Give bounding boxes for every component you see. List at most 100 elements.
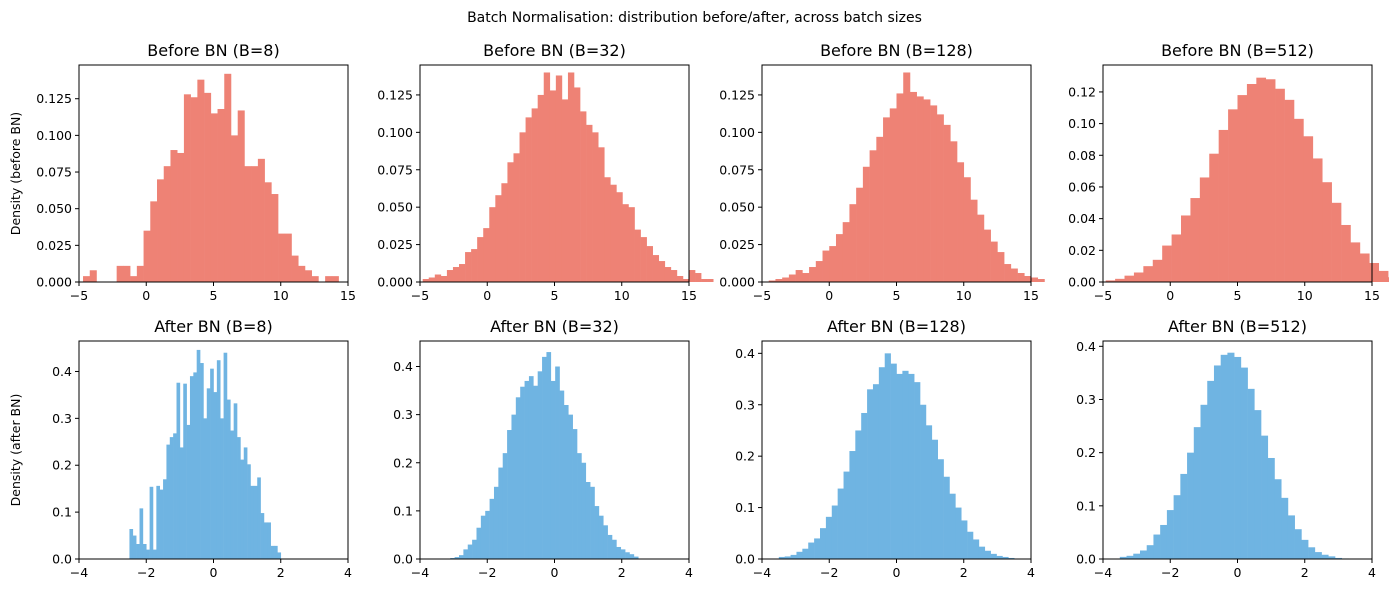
histogram-bar [166, 444, 171, 559]
histogram-bar [634, 229, 641, 282]
histogram-bar [1284, 99, 1295, 282]
histogram-bar [1312, 158, 1323, 282]
histogram-bar [878, 367, 886, 559]
histogram-bar [872, 384, 880, 559]
histogram-bar [230, 430, 234, 559]
histogram-bar [633, 556, 639, 559]
y-tick-label: 0.000 [377, 275, 413, 290]
histogram-bar [533, 385, 538, 559]
x-tick-label: 4 [1368, 565, 1376, 580]
histogram-bar [612, 539, 617, 559]
histogram-bar [1133, 272, 1144, 282]
x-tick-label: −2 [820, 565, 838, 580]
histogram-bar [931, 439, 938, 559]
histogram-bar [782, 277, 790, 282]
panel-before-3: −5 0 5 10 15 0.000 0.025 0.050 0.075 0.100 0.125 Be… [719, 41, 1045, 303]
histogram-bar [157, 179, 165, 282]
x-tick-label: 5 [1234, 288, 1242, 303]
histogram-bar [116, 265, 124, 282]
histogram-bar [957, 162, 965, 282]
histogram-bar [471, 249, 478, 282]
histogram-bar [210, 113, 218, 282]
panel-after-3: −4 −2 0 2 4 0.0 0.1 0.2 0.3 0.4 After BN (B=128) [735, 317, 1035, 580]
histogram-bar [524, 380, 530, 559]
y-tick-label: 0.08 [1068, 148, 1096, 163]
x-tick-label: −4 [753, 565, 771, 580]
x-tick-label: −4 [411, 565, 429, 580]
histogram-bar [206, 388, 211, 559]
histogram-bar [1152, 259, 1163, 282]
histogram-bar [984, 550, 991, 559]
x-tick-label: 5 [551, 288, 559, 303]
y-tick-label: 0.125 [719, 87, 755, 102]
histogram-bar [814, 538, 821, 559]
histogram-bar [267, 522, 271, 559]
x-tick-label: 2 [960, 565, 968, 580]
histogram-bar [788, 274, 796, 282]
histogram-bar [1275, 88, 1285, 282]
histogram-bar [604, 177, 611, 282]
x-tick-label: 10 [273, 288, 289, 303]
histogram-bar [896, 93, 904, 283]
histogram-bar [142, 544, 147, 559]
histogram-bar [176, 382, 181, 559]
histogram-bar [903, 72, 911, 282]
y-axis-label: Density (after BN) [8, 394, 23, 507]
histogram-bar [802, 548, 809, 559]
histogram-bar [220, 418, 224, 559]
histogram-bar [1328, 556, 1336, 559]
histogram-bar [270, 545, 275, 559]
y-tick-label: 0.4 [735, 346, 755, 361]
histogram-bar [159, 489, 164, 559]
histogram-bar [925, 425, 933, 559]
histogram-bar [1359, 253, 1370, 282]
histogram-bar [260, 513, 265, 559]
histogram-bar [610, 184, 617, 282]
histogram-bar [446, 270, 454, 282]
x-tick-label: 0 [1166, 288, 1174, 303]
y-tick-label: 0.000 [36, 275, 72, 290]
histogram-bar [909, 91, 917, 282]
histogram-bar [331, 276, 339, 282]
histogram-bar [1105, 280, 1116, 282]
x-tick-label: 2 [618, 565, 626, 580]
histogram-bar [177, 152, 185, 282]
histogram-bar [607, 534, 613, 559]
histogram-bar [1254, 410, 1262, 559]
histogram-bar [869, 150, 877, 282]
histogram-bar [247, 464, 251, 559]
y-tick-label: 0.100 [36, 128, 72, 143]
y-tick-label: 0.1 [393, 503, 413, 518]
x-tick-label: 15 [1364, 288, 1380, 303]
histogram-bar [629, 554, 635, 559]
histogram-bar [525, 117, 532, 282]
histogram-bar [603, 525, 608, 559]
histogram-bar [1274, 479, 1282, 559]
x-tick-label: 0 [893, 565, 901, 580]
histogram-bar [1126, 555, 1134, 559]
y-tick-label: 0.0 [393, 552, 413, 567]
histogram-bar [1287, 515, 1295, 559]
histogram-bar [1187, 452, 1195, 559]
histogram-bar [973, 539, 980, 559]
histogram-bar [1162, 245, 1172, 282]
histogram-bar [616, 546, 622, 559]
histogram-bar [820, 528, 827, 559]
histogram-bar [574, 87, 581, 282]
x-tick-label: 15 [340, 288, 356, 303]
histogram-bar [572, 429, 578, 559]
histogram-bar [829, 246, 837, 282]
histogram-bar [251, 166, 259, 282]
histogram-bar [1173, 495, 1181, 559]
histogram-bar [1002, 556, 1009, 559]
histogram-bar [278, 233, 286, 282]
y-tick-label: 0.2 [52, 458, 72, 473]
histogram-bar [1124, 275, 1135, 282]
histogram-bar [561, 99, 569, 282]
histogram-bar [515, 397, 521, 559]
histogram-bar [250, 485, 255, 559]
histogram-bar [1193, 427, 1201, 559]
histogram-bar [223, 352, 228, 559]
histogram-bar [1314, 552, 1322, 559]
y-tick-label: 0.3 [52, 411, 72, 426]
